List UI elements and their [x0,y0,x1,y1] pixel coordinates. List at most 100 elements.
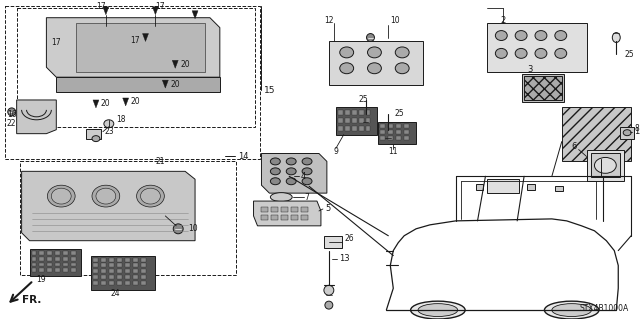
Text: 25: 25 [624,50,634,59]
Ellipse shape [535,31,547,41]
Ellipse shape [396,63,409,74]
Bar [40,269,44,272]
Bar [141,257,145,262]
Text: 16: 16 [7,110,17,119]
Bar [271,215,278,220]
Ellipse shape [545,301,599,319]
Ellipse shape [623,130,631,136]
Polygon shape [253,201,321,226]
Ellipse shape [136,185,164,207]
Bar [31,269,36,272]
Bar [351,126,356,131]
Bar [345,126,349,131]
Text: 5: 5 [325,204,330,213]
Bar [86,129,101,139]
Ellipse shape [286,168,296,175]
Ellipse shape [302,178,312,185]
Bar [55,263,60,266]
Ellipse shape [270,178,280,185]
Ellipse shape [495,31,508,41]
Ellipse shape [535,48,547,58]
Bar [345,118,349,123]
Bar [358,118,364,123]
Bar [380,124,385,128]
Bar [262,215,268,220]
Bar [93,275,98,279]
Bar [522,74,564,102]
Bar [591,153,620,177]
Polygon shape [262,153,327,193]
Bar [116,275,122,279]
Polygon shape [56,77,220,92]
Bar [527,184,535,190]
Polygon shape [46,18,220,77]
Bar [132,263,138,267]
Polygon shape [163,80,168,88]
Ellipse shape [595,158,616,173]
Bar [291,207,298,212]
Bar [125,281,130,285]
Text: 9: 9 [333,147,338,156]
Text: 25: 25 [358,95,368,104]
Text: 19: 19 [36,275,46,284]
Polygon shape [152,7,158,15]
Bar [488,179,519,193]
Bar [55,256,60,261]
Ellipse shape [555,31,566,41]
Bar [282,207,288,212]
Bar [338,126,343,131]
Bar [301,215,308,220]
Bar [620,127,634,139]
Text: 17: 17 [51,38,61,47]
Bar [132,270,138,273]
Ellipse shape [51,188,71,204]
Bar [93,257,98,262]
Bar [358,126,364,131]
Text: 20: 20 [101,100,111,108]
Bar [141,275,145,279]
Bar [586,150,624,181]
Bar [271,207,278,212]
Ellipse shape [286,178,296,185]
Text: 15: 15 [264,85,276,94]
Bar [404,130,409,134]
Ellipse shape [8,108,15,116]
Bar [40,256,44,261]
Bar [555,186,563,191]
Ellipse shape [555,48,566,58]
Bar [93,281,98,285]
Bar [4,6,260,159]
Ellipse shape [286,158,296,165]
Bar [20,161,236,275]
Bar [282,215,288,220]
Bar [71,269,76,272]
Ellipse shape [515,48,527,58]
Bar [109,257,114,262]
Bar [71,256,76,261]
Ellipse shape [325,301,333,309]
Bar [116,281,122,285]
Text: 6: 6 [572,142,577,151]
Text: 3: 3 [527,65,532,74]
Text: 21: 21 [156,157,165,166]
Bar [404,124,409,128]
Text: 17: 17 [131,36,140,45]
Ellipse shape [302,158,312,165]
Bar [17,8,255,127]
Bar [378,122,416,144]
Text: 4: 4 [301,172,307,181]
Bar [101,270,106,273]
Bar [31,251,36,255]
Text: 24: 24 [111,289,120,298]
Bar [125,257,130,262]
Text: 20: 20 [170,80,180,89]
Text: 17: 17 [96,2,106,11]
Bar [262,207,268,212]
Ellipse shape [411,301,465,319]
Bar [47,269,52,272]
Bar [125,275,130,279]
Text: 8: 8 [634,124,639,133]
Text: 13: 13 [339,254,349,263]
Polygon shape [172,60,178,68]
Bar [71,263,76,266]
